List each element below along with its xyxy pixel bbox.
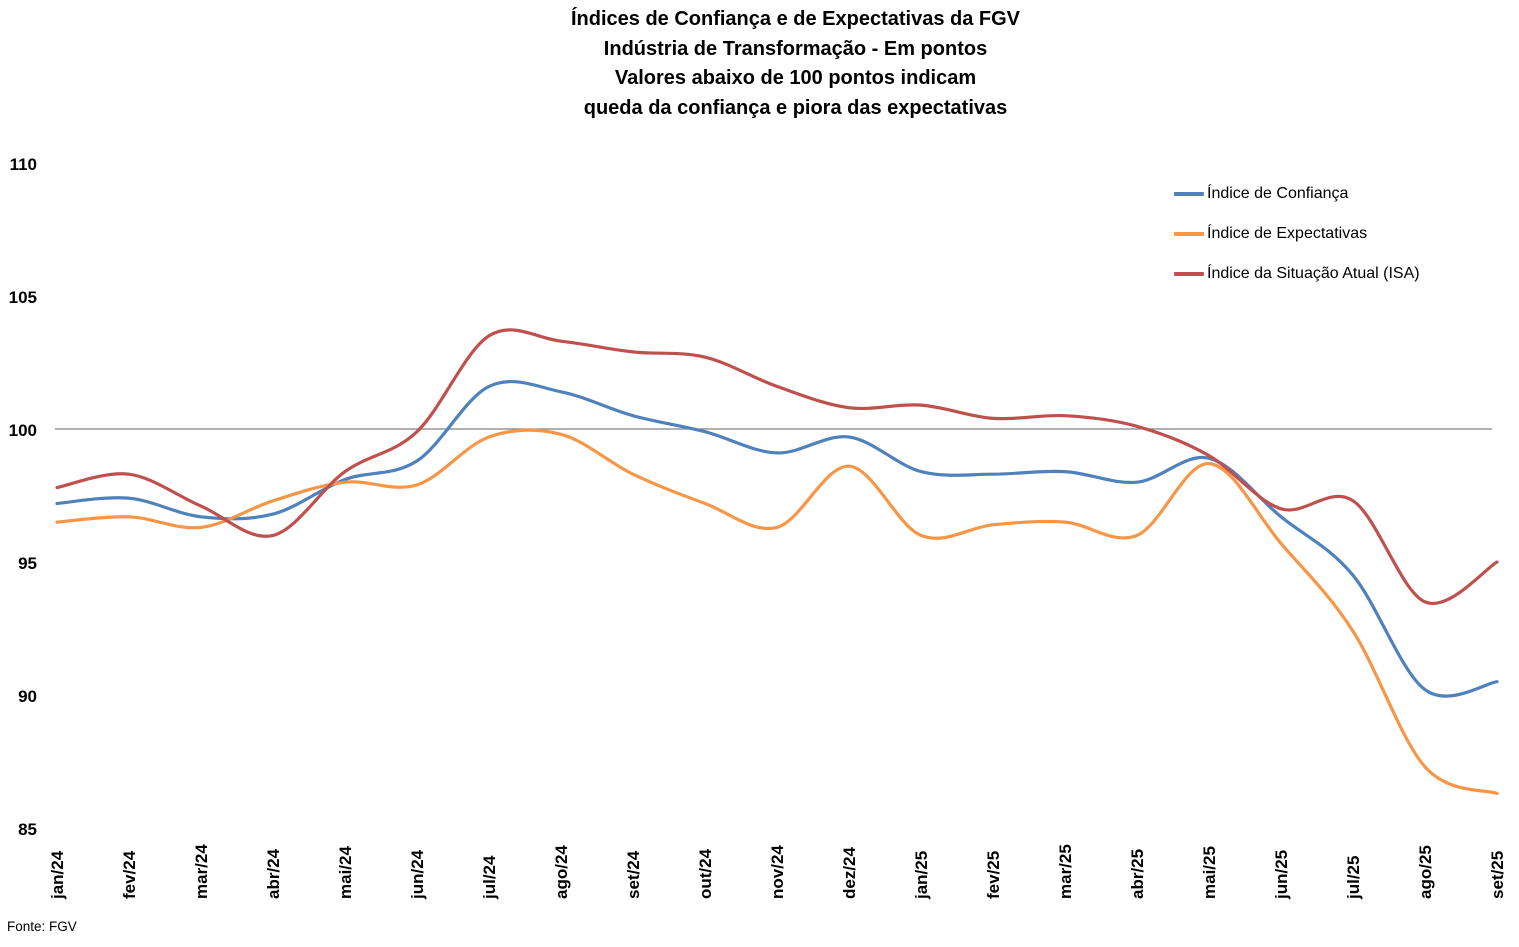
legend-item-expectativas: Índice de Expectativas	[1174, 214, 1420, 254]
source-note: Fonte: FGV	[7, 919, 77, 934]
x-axis-tick-label: abr/24	[264, 848, 283, 899]
series-line-indice-de-expectativas	[55, 428, 1499, 795]
x-axis-tick-label: ago/25	[1416, 845, 1435, 899]
x-axis-tick-label: abr/25	[1128, 849, 1147, 899]
x-axis-tick-label: jan/25	[912, 851, 931, 900]
x-axis-tick-label: jan/24	[48, 850, 67, 900]
chart-title: Índices de Confiança e de Expectativas d…	[72, 5, 1519, 123]
x-axis-tick-label: jul/24	[480, 855, 499, 900]
series-line-indice-de-confianca	[55, 380, 1499, 698]
y-axis-tick-label: 95	[18, 554, 37, 573]
x-axis-tick-label: jul/25	[1344, 856, 1363, 900]
x-axis-tick-label: nov/24	[768, 845, 787, 899]
y-axis-tick-label: 105	[9, 288, 37, 307]
x-axis-tick-label: ago/24	[552, 845, 571, 899]
x-axis-tick-label: dez/24	[840, 846, 859, 899]
x-axis-tick-label: jun/24	[408, 849, 427, 900]
legend-item-isa: Índice da Situação Atual (ISA)	[1174, 254, 1420, 294]
legend-swatch-isa-line-icon	[1174, 272, 1204, 276]
x-axis-tick-label: mai/25	[1200, 846, 1219, 899]
legend-item-confianca: Índice de Confiança	[1174, 174, 1420, 214]
x-axis-tick-label: fev/25	[984, 851, 1003, 899]
y-axis-tick-label: 110	[10, 155, 37, 174]
x-axis-tick-label: fev/24	[120, 850, 139, 899]
x-axis-tick-label: set/25	[1488, 851, 1507, 899]
legend: Índice de Confiança Índice de Expectativ…	[1174, 174, 1420, 294]
chart-title-line1: Índices de Confiança e de Expectativas d…	[570, 8, 1021, 30]
series-line-indice-da-situacao-atual-isa	[55, 328, 1499, 606]
x-axis-tick-label: jun/25	[1272, 850, 1291, 900]
legend-swatch-confianca-line-icon	[1174, 192, 1204, 196]
y-axis-tick-label: 90	[18, 687, 37, 706]
x-axis-tick-label: mar/25	[1056, 844, 1075, 899]
legend-label-isa: Índice da Situação Atual (ISA)	[1207, 265, 1420, 282]
x-axis-tick-label: mar/24	[192, 844, 211, 899]
legend-label-confianca: Índice de Confiança	[1207, 185, 1349, 202]
legend-label-expectativas: Índice de Expectativas	[1207, 225, 1368, 242]
x-axis-tick-label: out/24	[696, 848, 715, 899]
y-axis-tick-label: 85	[18, 820, 37, 839]
chart-title-line2: Indústria de Transformação - Em pontos	[603, 37, 988, 60]
chart-title-line4: queda da confiança e piora das expectati…	[583, 96, 1008, 119]
x-axis-tick-label: set/24	[624, 850, 643, 899]
x-axis-tick-label: mai/24	[336, 846, 355, 899]
legend-swatch-expectativas-line-icon	[1174, 232, 1204, 236]
chart-title-line3: Valores abaixo de 100 pontos indicam	[614, 67, 977, 89]
y-axis-tick-label: 100	[9, 421, 37, 440]
